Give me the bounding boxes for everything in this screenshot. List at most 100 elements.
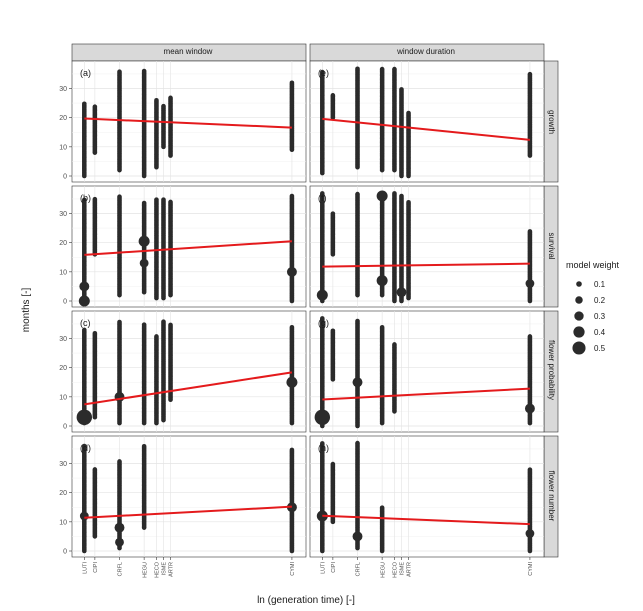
species-points-HEGU [141,68,147,179]
data-point [330,211,336,216]
legend-key [576,281,582,287]
species-points-LUTI [320,316,325,429]
species-points-CIPI [330,461,336,525]
panel-2-1: (g) [309,310,545,433]
species-points-LUTI [320,191,325,304]
y-tick-label: 0 [63,174,67,181]
y-axis-title: months [-] [21,288,32,333]
row-strip-label-0: growth [547,110,556,134]
row-strip-label-1: survival [547,232,556,259]
legend-label: 0.1 [594,280,606,289]
species-points-ISME [161,319,166,423]
species-points-CYMI [289,80,295,153]
species-points-CRFL [117,459,122,551]
data-point [117,69,122,75]
y-tick-label: 10 [59,519,67,526]
species-points-CIPI [330,93,336,120]
species-points-ISME [399,193,404,304]
species-points-LUTI [320,441,325,554]
data-point [355,66,360,72]
y-tick-label: 10 [59,394,67,401]
panel-2-0: 0 10 20 30 (c) [59,310,307,433]
x-tick-label: ARTR [169,562,175,577]
panel-1-0: 0 10 20 30 (b) [59,185,307,308]
row-strip-label-2: flower probability [547,340,556,400]
weighted-point [115,537,124,547]
data-point [392,342,397,347]
panel-tag: (f) [318,193,327,203]
data-point [154,334,159,339]
species-points-HEGU [379,324,385,426]
data-point [527,71,533,77]
data-point [355,440,360,446]
regression-line [322,514,530,526]
weighted-point [76,409,93,425]
panel-tag: (b) [80,193,91,203]
col-strip-label-1: window duration [396,47,455,56]
x-tick-label: LUTI [321,562,327,574]
species-points-HECO [154,334,159,426]
species-points-CIPI [330,211,336,257]
legend-key [574,311,584,321]
species-points-CYMI [527,229,533,304]
panel-3-0: 0 10 20 30 (d) [59,435,307,558]
data-point [330,93,336,98]
data-point [399,193,404,199]
species-points-CRFL [355,191,360,298]
species-points-CIPI [92,104,98,155]
regression-line [322,117,531,141]
data-point [527,334,533,339]
data-point [330,328,336,334]
weighted-point [525,529,535,538]
legend-label: 0.2 [594,296,606,305]
species-points-LUTI [320,69,325,176]
panel-0-1: (e) [309,60,545,183]
data-point [527,229,533,234]
x-tick-label: CRFL [118,562,124,576]
species-points-CYMI [289,447,295,554]
panel-frame [71,60,307,183]
data-point [82,443,87,449]
regression-line [84,505,292,519]
panel-frame [71,435,307,558]
legend-label: 0.4 [594,328,606,337]
weighted-point [79,511,89,521]
data-point [399,87,404,92]
regression-line [84,240,292,256]
species-points-CRFL [355,440,360,551]
data-point [379,66,385,72]
weighted-point [114,522,125,533]
data-point [320,69,325,75]
data-point [161,319,166,325]
x-axis-title: ln (generation time) [-] [257,595,355,606]
species-points-CRFL [355,66,360,170]
data-point [141,200,147,206]
data-point [82,327,87,333]
species-points-CIPI [92,196,98,257]
panel-tag: (g) [318,318,329,328]
legend-label: 0.3 [594,312,606,321]
weighted-point [376,190,388,202]
y-tick-label: 10 [59,269,67,276]
x-tick-label: LUTI [83,562,89,574]
data-point [92,467,98,472]
data-point [168,199,173,205]
data-point [406,199,411,205]
data-point [168,322,173,328]
species-points-CRFL [355,318,360,429]
data-point [527,467,533,472]
legend: 0.1 0.2 0.3 0.4 0.5 [572,280,606,355]
weighted-point [376,275,388,287]
data-point [92,330,98,336]
data-point [379,324,385,330]
data-point [392,191,397,196]
weighted-point [396,287,407,298]
weighted-point [314,409,331,425]
data-point [117,194,122,200]
species-points-HEGU [141,443,147,530]
x-tick-label: ISME [162,562,168,576]
y-tick-label: 20 [59,365,67,372]
data-point [379,505,385,510]
species-points-HEGU [141,200,147,295]
regression-line [322,387,530,401]
